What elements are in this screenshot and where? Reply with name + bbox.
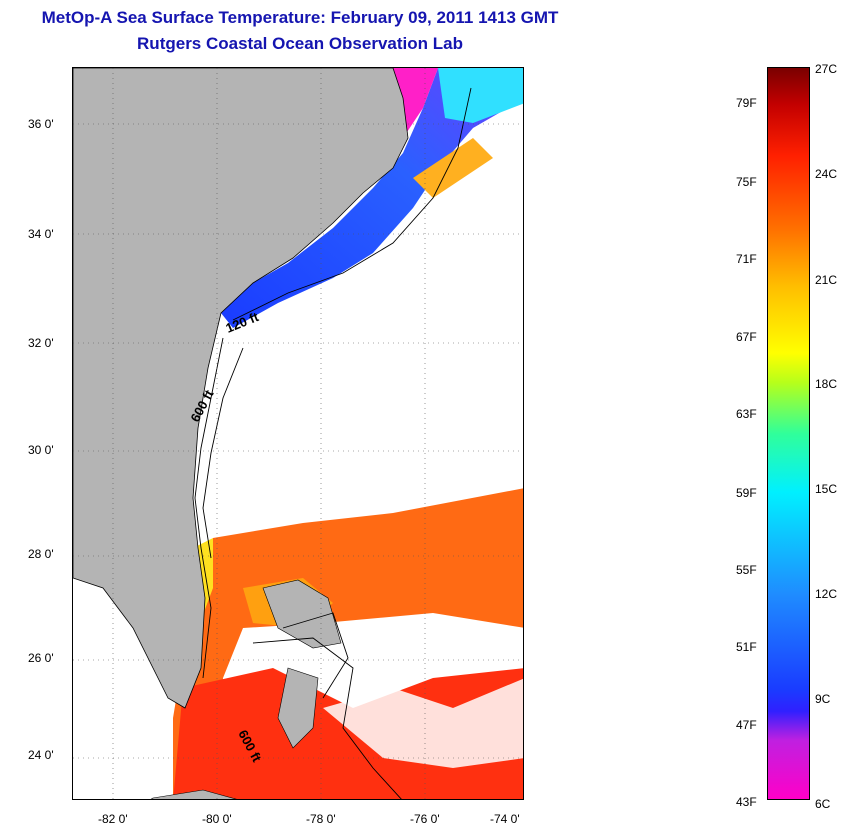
colorbar-label-51f: 51F [736, 640, 757, 654]
colorbar-label-43f: 43F [736, 795, 757, 809]
colorbar [767, 67, 810, 800]
lon-label-80: -80 0' [202, 812, 232, 826]
chart-subtitle: Rutgers Coastal Ocean Observation Lab [137, 34, 463, 53]
colorbar-label-75f: 75F [736, 175, 757, 189]
lon-label-74: -74 0' [490, 812, 520, 826]
colorbar-label-24c: 24C [815, 167, 838, 181]
lat-label-36: 36 0' [28, 117, 54, 131]
colorbar-label-27c: 27C [815, 62, 838, 76]
lon-label-76: -76 0' [410, 812, 440, 826]
land [73, 68, 409, 799]
lon-label-82: -82 0' [98, 812, 128, 826]
lat-label-32: 32 0' [28, 336, 54, 350]
warm-water-region [173, 488, 523, 799]
chart-title: MetOp-A Sea Surface Temperature: Februar… [41, 8, 559, 27]
sst-map-canvas: 120 ft 600 ft 600 ft [73, 68, 523, 799]
lat-label-26: 26 0' [28, 651, 54, 665]
colorbar-label-18c: 18C [815, 377, 838, 391]
lat-label-24: 24 0' [28, 748, 54, 762]
colorbar-label-63f: 63F [736, 407, 757, 421]
colorbar-label-6c: 6C [815, 797, 831, 811]
colorbar-label-21c: 21C [815, 273, 838, 287]
colorbar-label-47f: 47F [736, 718, 757, 732]
colorbar-label-59f: 59F [736, 486, 757, 500]
map-grid [73, 68, 523, 799]
lat-label-28: 28 0' [28, 547, 54, 561]
colorbar-label-67f: 67F [736, 330, 757, 344]
colorbar-label-12c: 12C [815, 587, 838, 601]
sst-map: 120 ft 600 ft 600 ft [72, 67, 524, 800]
colorbar-label-15c: 15C [815, 482, 838, 496]
colorbar-label-9c: 9C [815, 692, 831, 706]
colorbar-label-71f: 71F [736, 252, 757, 266]
colorbar-label-55f: 55F [736, 563, 757, 577]
colorbar-label-79f: 79F [736, 96, 757, 110]
lon-label-78: -78 0' [306, 812, 336, 826]
lat-label-30: 30 0' [28, 443, 54, 457]
lat-label-34: 34 0' [28, 227, 54, 241]
bathymetry-contours [194, 87, 472, 799]
